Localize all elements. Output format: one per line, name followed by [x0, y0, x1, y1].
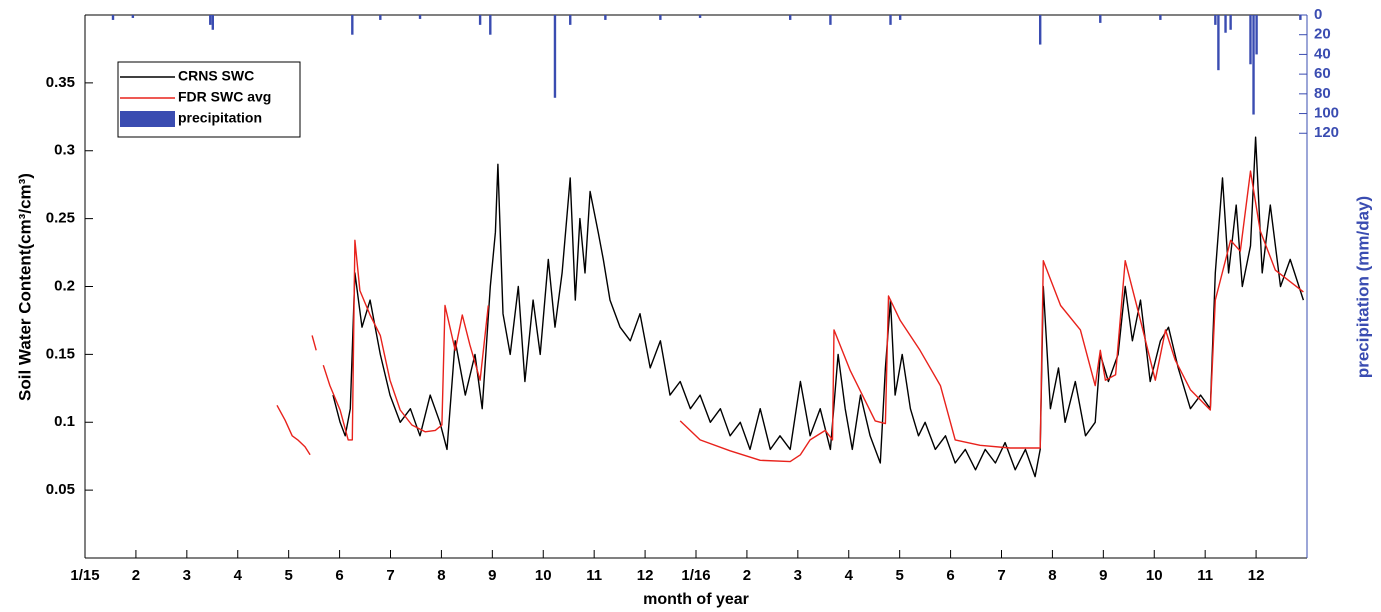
precip-bar [889, 15, 892, 25]
precip-bar [131, 15, 135, 18]
precip-bar [604, 15, 607, 20]
x-tick-label: 9 [1099, 567, 1107, 584]
x-tick-label: 4 [845, 567, 854, 584]
precip-bar [1229, 15, 1232, 30]
x-tick-label: 5 [895, 567, 903, 584]
precip-bar [1217, 15, 1220, 71]
precip-bar [829, 15, 832, 25]
precip-bar [489, 15, 492, 35]
y2-tick-label: 60 [1314, 65, 1331, 82]
precip-bar [1159, 15, 1162, 20]
series-line [276, 170, 1304, 463]
x-tick-label: 12 [637, 567, 654, 584]
precip-bar [209, 15, 212, 25]
y-tick-label: 0.2 [54, 277, 75, 294]
x-tick-label: 9 [488, 567, 496, 584]
y-tick-label: 0.15 [46, 345, 75, 362]
precip-bar [1249, 15, 1252, 65]
series-line [332, 136, 1305, 478]
x-tick-label: 7 [997, 567, 1005, 584]
x-tick-label: 3 [183, 567, 191, 584]
x-tick-label: 11 [586, 567, 602, 584]
x-tick-label: 8 [1048, 567, 1056, 584]
precip-bar [1099, 15, 1102, 23]
precip-bar [1252, 15, 1255, 115]
legend-label: CRNS SWC [178, 68, 254, 84]
precip-bar [1214, 15, 1217, 25]
precip-bar [351, 15, 354, 35]
y-tick-label: 0.05 [46, 481, 75, 498]
x-tick-label: 8 [437, 567, 445, 584]
x-tick-label: 1/15 [70, 567, 99, 584]
x-tick-label: 2 [743, 567, 751, 584]
precip-bar [1224, 15, 1227, 33]
precip-bar [553, 15, 557, 98]
x-axis-label: month of year [643, 591, 749, 608]
x-tick-label: 4 [234, 567, 243, 584]
y2-tick-label: 40 [1314, 45, 1331, 62]
y2-tick-label: 120 [1314, 124, 1339, 141]
precip-bar [1255, 15, 1258, 55]
precip-bar [1299, 15, 1302, 20]
y-tick-label: 0.35 [46, 74, 75, 91]
y2-tick-label: 80 [1314, 85, 1331, 102]
y2-tick-label: 100 [1314, 105, 1339, 122]
x-tick-label: 5 [284, 567, 292, 584]
precip-bar [478, 15, 482, 25]
x-tick-label: 6 [335, 567, 343, 584]
precip-bar [569, 15, 572, 25]
precip-bar [379, 15, 382, 20]
x-tick-label: 2 [132, 567, 140, 584]
precip-bar [1038, 15, 1042, 45]
x-tick-label: 1/16 [681, 567, 710, 584]
y2-axis-label: precipitation (mm/day) [1353, 196, 1372, 378]
precip-bar [698, 15, 702, 18]
precip-bar [111, 15, 115, 20]
x-tick-label: 10 [535, 567, 552, 584]
x-tick-label: 10 [1146, 567, 1163, 584]
y2-tick-label: 0 [1314, 6, 1322, 23]
precip-bar [418, 15, 422, 19]
precip-bar [211, 15, 215, 30]
y-axis-label: Soil Water Content(cm³/cm³) [15, 173, 34, 401]
y-tick-label: 0.3 [54, 142, 75, 159]
y2-tick-label: 20 [1314, 26, 1331, 43]
x-tick-label: 3 [794, 567, 802, 584]
x-tick-label: 12 [1248, 567, 1265, 584]
legend-label: precipitation [178, 110, 262, 126]
x-tick-label: 11 [1197, 567, 1213, 584]
x-tick-label: 7 [386, 567, 394, 584]
precip-bar [788, 15, 792, 20]
precip-bar [659, 15, 662, 20]
legend-swatch [120, 111, 175, 127]
precip-bar [898, 15, 902, 20]
x-tick-label: 6 [946, 567, 954, 584]
legend-label: FDR SWC avg [178, 89, 271, 105]
y-tick-label: 0.1 [54, 413, 75, 430]
y-tick-label: 0.25 [46, 210, 75, 227]
